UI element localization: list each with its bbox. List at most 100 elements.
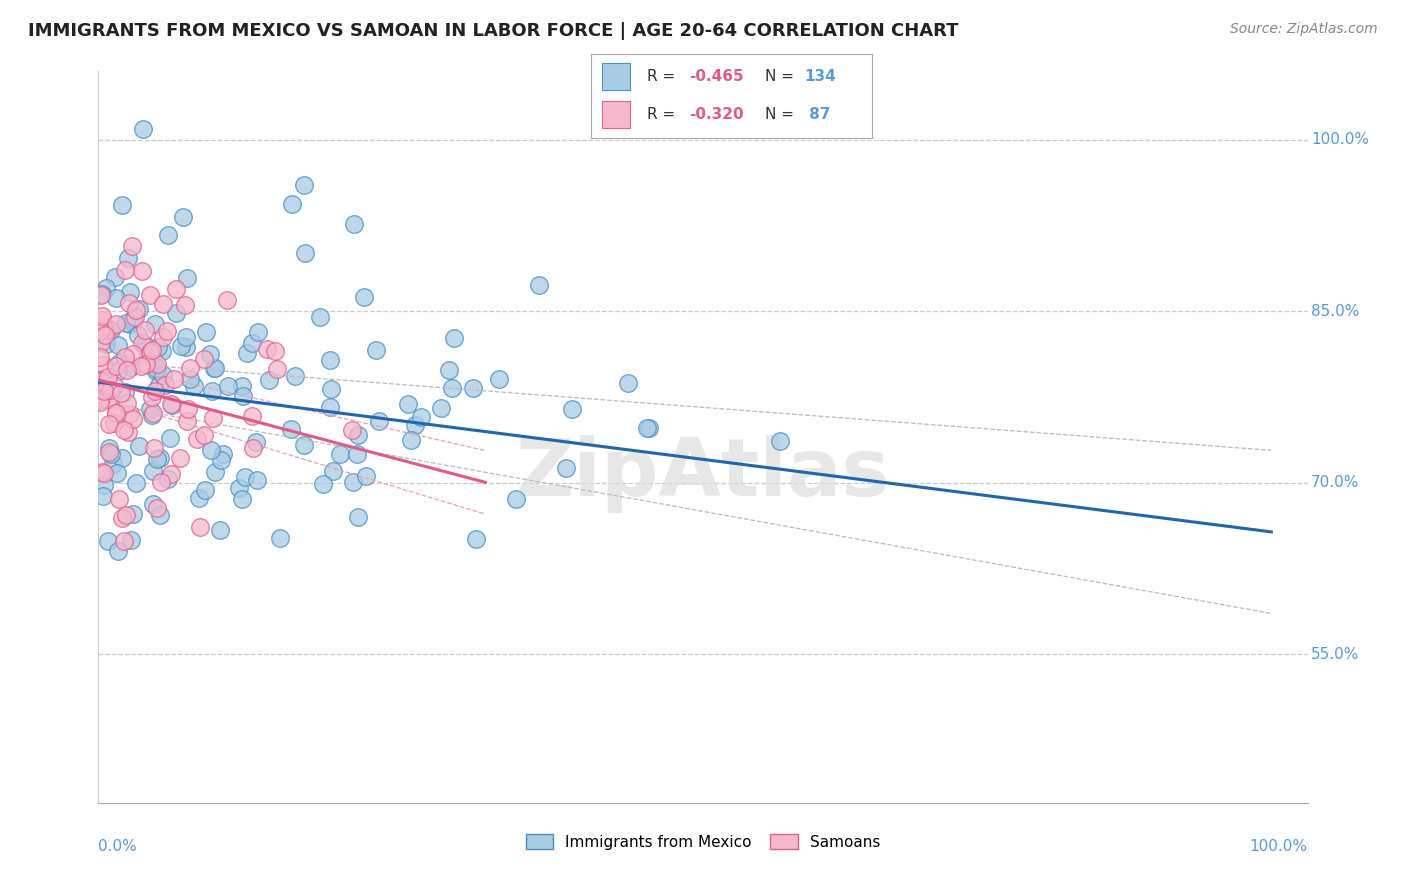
Immigrants from Mexico: [156, 227, 179, 242]
Samoans: [122, 347, 145, 361]
Immigrants from Mexico: [319, 382, 342, 396]
Immigrants from Mexico: [554, 461, 576, 475]
Immigrants from Mexico: [97, 534, 120, 549]
Immigrants from Mexico: [117, 252, 139, 266]
Immigrants from Mexico: [329, 448, 352, 462]
Samoans: [112, 423, 135, 437]
Immigrants from Mexico: [209, 524, 232, 538]
Samoans: [134, 323, 156, 337]
Samoans: [91, 358, 114, 372]
Immigrants from Mexico: [319, 353, 342, 368]
Samoans: [139, 288, 162, 302]
Immigrants from Mexico: [146, 340, 169, 354]
Immigrants from Mexico: [269, 531, 291, 545]
Immigrants from Mexico: [217, 379, 239, 393]
Immigrants from Mexico: [209, 453, 232, 467]
Immigrants from Mexico: [202, 361, 225, 376]
Immigrants from Mexico: [246, 473, 269, 487]
Samoans: [91, 309, 114, 323]
Immigrants from Mexico: [257, 373, 280, 387]
Samoans: [122, 412, 145, 426]
Samoans: [98, 444, 121, 458]
Immigrants from Mexico: [505, 491, 527, 506]
Samoans: [149, 475, 172, 489]
Immigrants from Mexico: [211, 447, 233, 461]
Samoans: [201, 411, 224, 425]
Text: 85.0%: 85.0%: [1312, 304, 1360, 318]
Immigrants from Mexico: [769, 434, 792, 448]
Immigrants from Mexico: [322, 464, 344, 478]
Samoans: [173, 298, 195, 312]
Immigrants from Mexico: [404, 417, 426, 432]
Immigrants from Mexico: [638, 420, 661, 434]
Immigrants from Mexico: [134, 338, 156, 352]
Immigrants from Mexico: [346, 447, 368, 461]
Immigrants from Mexico: [91, 286, 114, 301]
Immigrants from Mexico: [228, 481, 250, 495]
Samoans: [160, 467, 183, 482]
Samoans: [93, 384, 115, 399]
Immigrants from Mexico: [636, 421, 658, 435]
Samoans: [186, 432, 208, 446]
Immigrants from Mexico: [464, 532, 486, 546]
Immigrants from Mexico: [148, 377, 170, 392]
Samoans: [124, 310, 146, 325]
Immigrants from Mexico: [231, 491, 253, 506]
Samoans: [105, 406, 128, 420]
Samoans: [242, 441, 264, 455]
Immigrants from Mexico: [160, 398, 183, 412]
Immigrants from Mexico: [89, 374, 111, 388]
Immigrants from Mexico: [443, 331, 465, 345]
Samoans: [114, 263, 136, 277]
Text: N =: N =: [765, 107, 799, 122]
Text: Source: ZipAtlas.com: Source: ZipAtlas.com: [1230, 22, 1378, 37]
Samoans: [90, 334, 112, 349]
Samoans: [141, 390, 163, 404]
Samoans: [131, 336, 153, 351]
Immigrants from Mexico: [150, 344, 173, 359]
Immigrants from Mexico: [194, 483, 217, 497]
Immigrants from Mexico: [139, 402, 162, 417]
Samoans: [89, 351, 111, 365]
Text: N =: N =: [765, 69, 799, 84]
Immigrants from Mexico: [89, 371, 111, 385]
Immigrants from Mexico: [111, 451, 134, 466]
Immigrants from Mexico: [312, 476, 335, 491]
Immigrants from Mexico: [93, 489, 115, 503]
Samoans: [146, 358, 169, 372]
Immigrants from Mexico: [107, 544, 129, 558]
Samoans: [103, 377, 125, 392]
Immigrants from Mexico: [174, 340, 197, 354]
Immigrants from Mexico: [170, 339, 193, 353]
Samoans: [108, 492, 131, 507]
Immigrants from Mexico: [98, 441, 121, 455]
Immigrants from Mexico: [121, 315, 143, 329]
Immigrants from Mexico: [617, 376, 640, 390]
Samoans: [105, 317, 128, 331]
Immigrants from Mexico: [236, 346, 259, 360]
Immigrants from Mexico: [396, 397, 419, 411]
Samoans: [97, 417, 120, 432]
Immigrants from Mexico: [461, 381, 484, 395]
Samoans: [97, 392, 120, 407]
Immigrants from Mexico: [142, 464, 165, 478]
Samoans: [266, 361, 288, 376]
Immigrants from Mexico: [103, 269, 125, 284]
Samoans: [152, 297, 174, 311]
Samoans: [163, 371, 186, 385]
Text: 100.0%: 100.0%: [1250, 839, 1308, 855]
Samoans: [176, 414, 198, 428]
Immigrants from Mexico: [204, 465, 226, 479]
Immigrants from Mexico: [194, 325, 217, 339]
Immigrants from Mexico: [141, 498, 163, 512]
Samoans: [159, 397, 181, 411]
Immigrants from Mexico: [561, 402, 583, 417]
Text: 0.0%: 0.0%: [98, 839, 138, 855]
Immigrants from Mexico: [146, 362, 169, 376]
Samoans: [142, 407, 165, 421]
Samoans: [143, 384, 166, 399]
Immigrants from Mexico: [235, 469, 257, 483]
Immigrants from Mexico: [157, 472, 180, 486]
Immigrants from Mexico: [187, 491, 209, 505]
Samoans: [135, 357, 157, 371]
